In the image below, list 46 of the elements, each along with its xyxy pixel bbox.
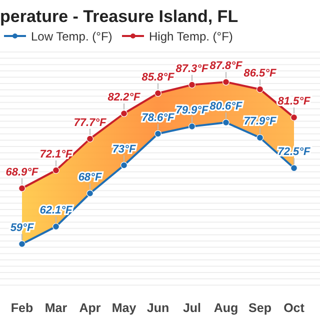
- legend-label: Low Temp. (°F): [31, 30, 112, 44]
- point: [256, 86, 264, 93]
- x-tick-label: Apr: [79, 301, 101, 315]
- data-label: 85.8°F: [142, 71, 175, 84]
- point: [256, 134, 264, 142]
- chart-title: perature - Treasure Island, FL: [0, 7, 238, 26]
- point: [290, 114, 298, 121]
- point: [188, 122, 196, 130]
- data-label: 72.1°F: [40, 148, 73, 160]
- x-tick-label: Jul: [182, 301, 202, 315]
- point: [188, 81, 196, 88]
- x-tick-label: Jun: [146, 301, 170, 315]
- x-tick-label: Feb: [10, 301, 34, 315]
- data-label: 87.8°F: [210, 60, 243, 72]
- point: [222, 78, 230, 86]
- x-tick-label: Aug: [214, 301, 238, 315]
- data-label: 78.6°F: [142, 112, 175, 124]
- data-label: 82.2°F: [108, 92, 141, 104]
- point: [154, 130, 162, 138]
- point: [18, 184, 26, 192]
- data-label: 79.9°F: [176, 104, 209, 116]
- point: [154, 90, 162, 97]
- point: [18, 240, 26, 248]
- x-tick-label: Oct: [284, 301, 306, 315]
- data-label: 80.6°F: [210, 100, 243, 112]
- data-label: 87.3°F: [176, 62, 209, 75]
- x-tick-label: Sep: [248, 301, 272, 315]
- point: [222, 119, 230, 126]
- data-label: 62.1°F: [40, 204, 73, 217]
- data-label: 77.9°F: [244, 116, 277, 128]
- point: [52, 166, 60, 174]
- data-label: 81.5°F: [278, 95, 311, 108]
- point: [52, 223, 60, 230]
- legend-label: High Temp. (°F): [149, 30, 233, 44]
- data-label: 73°F: [112, 143, 136, 156]
- point: [290, 164, 298, 172]
- x-tick-label: Mar: [44, 301, 68, 315]
- point: [120, 162, 128, 169]
- data-label: 77.7°F: [74, 116, 107, 129]
- data-label: 68.9°F: [6, 166, 39, 178]
- point: [86, 190, 94, 197]
- data-label: 68°F: [78, 171, 102, 184]
- point: [86, 135, 94, 142]
- data-label: 86.5°F: [244, 67, 277, 80]
- x-tick-label: May: [112, 301, 136, 315]
- point: [120, 110, 128, 117]
